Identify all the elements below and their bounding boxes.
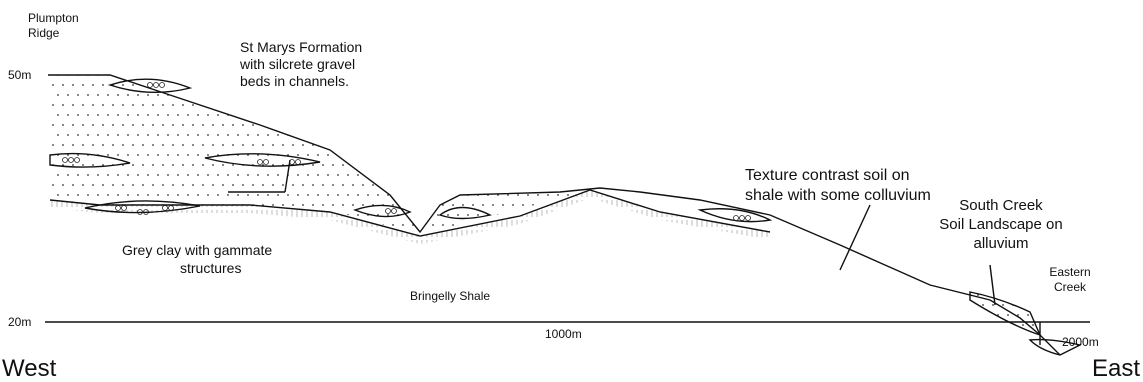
axis-label: 2000m bbox=[1062, 335, 1099, 349]
label: Bringelly Shale bbox=[410, 289, 490, 303]
axis-label: 1000m bbox=[545, 327, 582, 341]
cross-section: PlumptonRidge St Marys Formationwith sil… bbox=[0, 0, 1143, 382]
direction: East bbox=[1092, 355, 1140, 382]
axis-label: 50m bbox=[8, 68, 31, 82]
direction: West bbox=[2, 355, 57, 382]
axis-label: 20m bbox=[8, 315, 31, 329]
